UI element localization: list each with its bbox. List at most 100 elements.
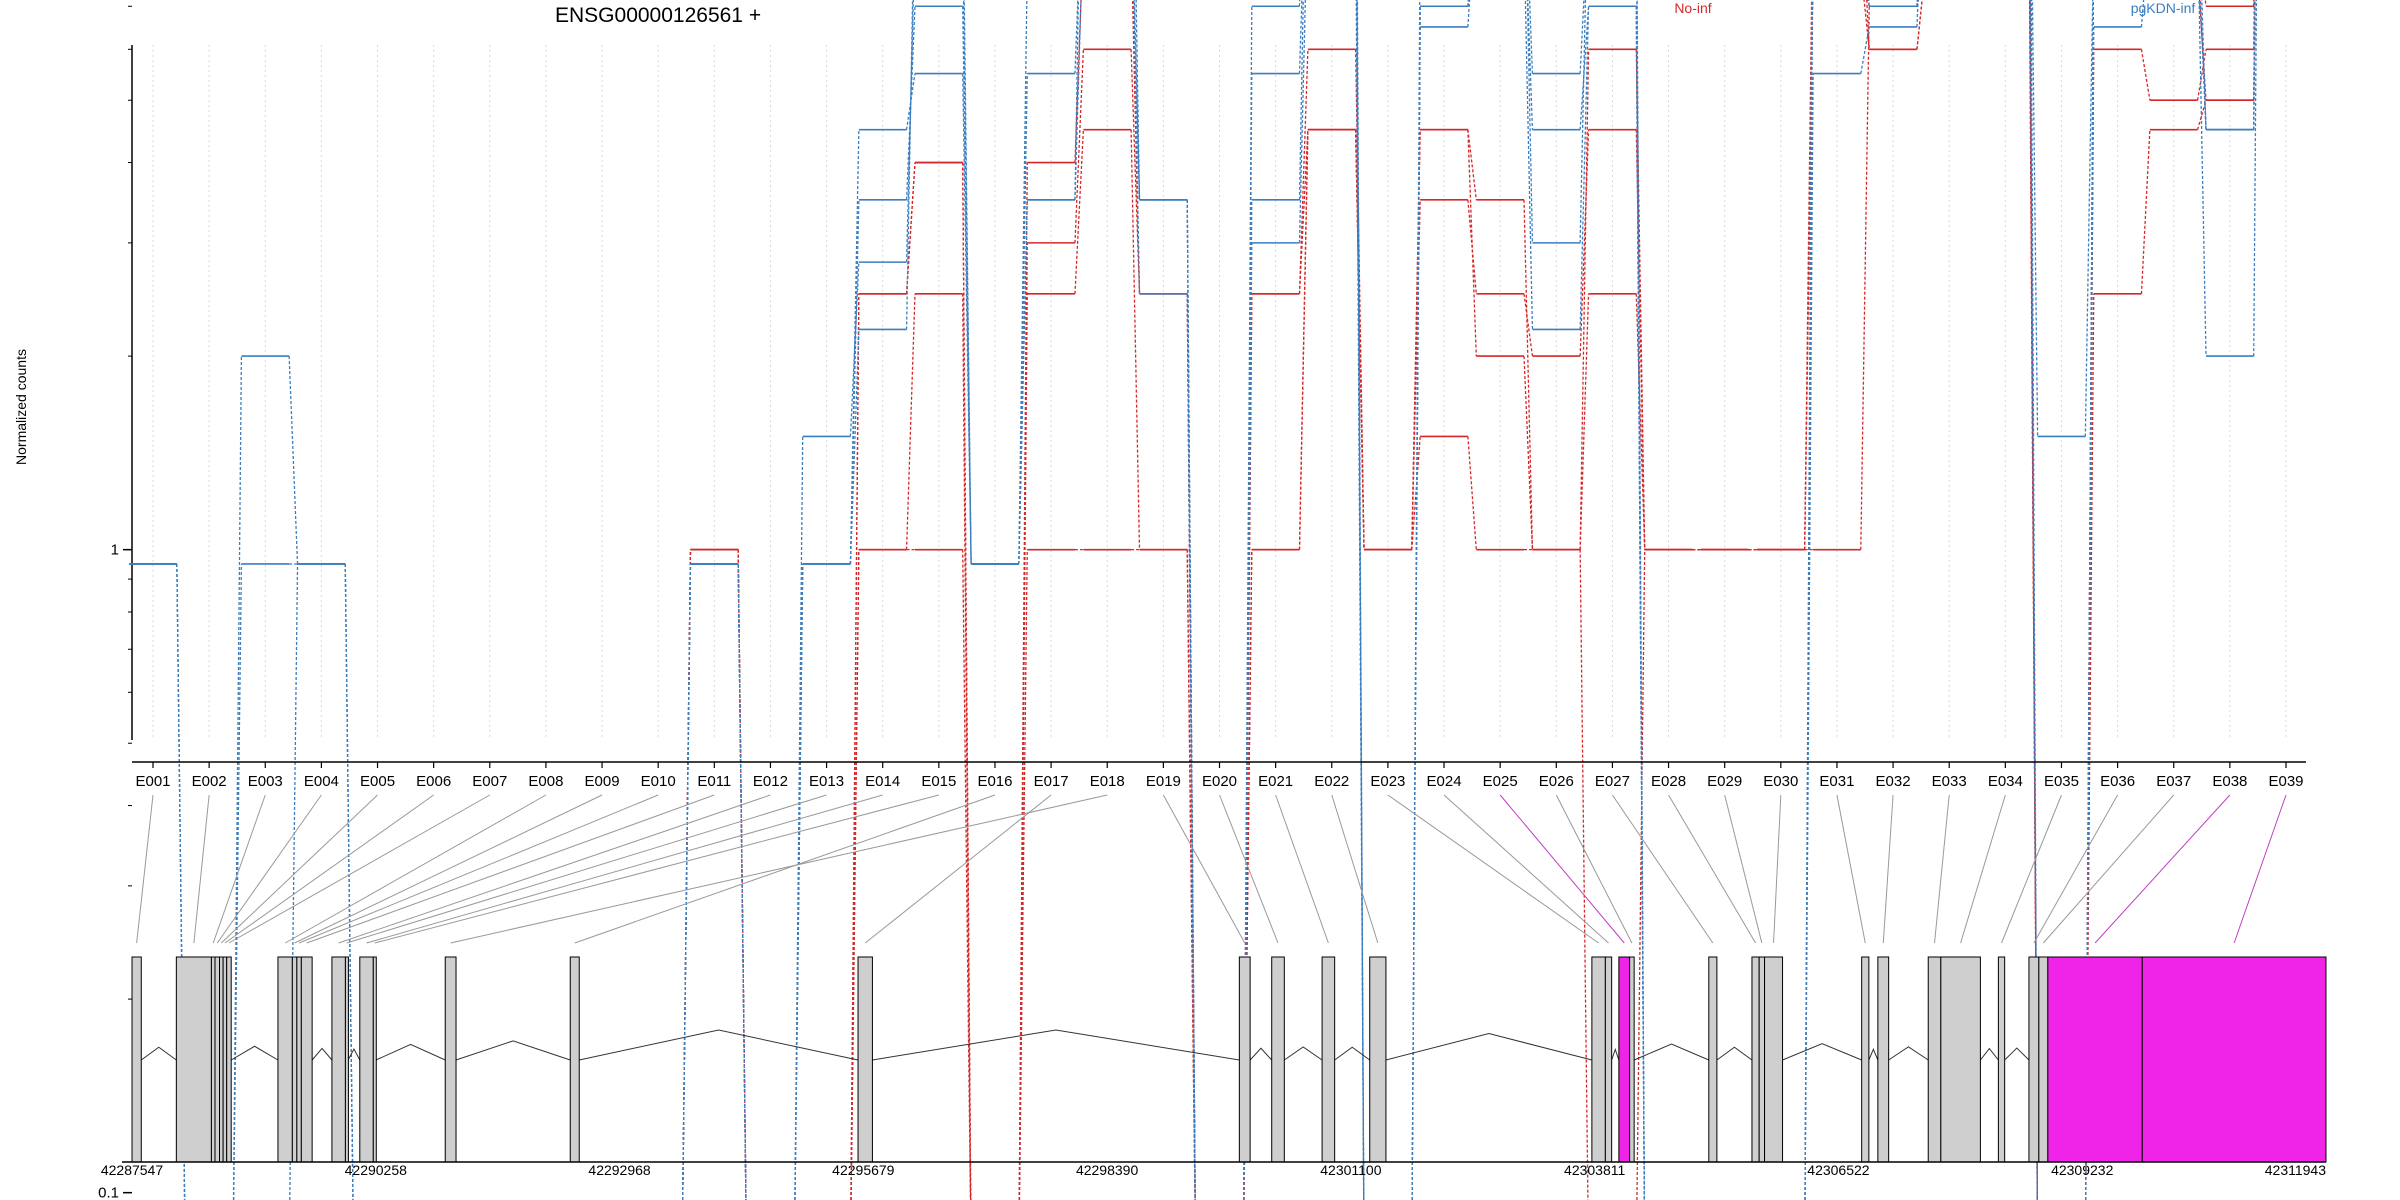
- series-transition: [962, 549, 972, 1200]
- x-tick-label-e006: E006: [416, 773, 451, 790]
- exon-box-e004: [214, 956, 221, 1163]
- intron-line: [579, 1029, 859, 1061]
- exon-box-e002: [175, 956, 212, 1163]
- exon-box-e033: [1927, 956, 1942, 1163]
- exon-box-e023: [1591, 956, 1606, 1163]
- x-tick-label-e007: E007: [472, 773, 507, 790]
- x-tick-label-e023: E023: [1370, 773, 1405, 790]
- series-transition: [288, 356, 299, 565]
- genomic-coordinate-label: 42303811: [1564, 1162, 1625, 1178]
- x-tick-label-e020: E020: [1202, 773, 1237, 790]
- x-tick-label-e014: E014: [865, 773, 900, 790]
- y-tick-label: 1: [111, 542, 119, 559]
- series-transition: [1298, 49, 1309, 294]
- series-transition: [344, 563, 354, 1200]
- y-tick-label: 0.1: [98, 1185, 119, 1200]
- series-transition: [1635, 6, 1645, 1200]
- series-transition: [1579, 0, 1585, 74]
- series-transition: [2199, 0, 2207, 130]
- x-tick-label-e029: E029: [1707, 773, 1742, 790]
- intron-line: [1888, 1046, 1929, 1061]
- series-transition: [1523, 199, 1534, 550]
- series-transition: [1074, 129, 1085, 294]
- genomic-coordinate-label: 42290258: [345, 1162, 408, 1178]
- connector-e019: [1162, 794, 1246, 944]
- exon-connector-lines: [136, 794, 2287, 944]
- connector-e014: [366, 794, 883, 944]
- series-transition: [794, 563, 804, 1200]
- exon-box-e035: [1997, 956, 2006, 1163]
- exon-box-e007: [226, 956, 232, 1163]
- connector-e035: [2001, 794, 2062, 944]
- exon-box-e019: [1238, 956, 1251, 1163]
- connector-e031: [1836, 794, 1866, 944]
- x-tick-label-e024: E024: [1427, 773, 1462, 790]
- connector-e006: [224, 794, 434, 944]
- series-transition: [1526, 0, 1534, 243]
- series-transition: [1018, 293, 1028, 1200]
- exon-box-e029: [1758, 956, 1766, 1163]
- series-transition: [1866, 0, 1870, 50]
- exon-box-e017: [857, 956, 873, 1163]
- series-transition: [1804, 0, 1814, 1200]
- series-transition: [1298, 129, 1309, 294]
- series-transition: [1804, 73, 1814, 1200]
- exon-box-e015: [372, 956, 377, 1163]
- intron-line: [872, 1029, 1240, 1061]
- series-transition: [1411, 6, 1421, 1200]
- series-transition: [1467, 436, 1477, 550]
- connector-e017: [864, 794, 1052, 944]
- genomic-coordinate-label: 42309232: [2051, 1162, 2114, 1178]
- series-transition: [1243, 242, 1253, 1200]
- y-axis: 0.11103050100: [98, 5, 133, 1200]
- series-transition: [1804, 0, 1813, 1200]
- legend-label-no-inf: No-inf: [1674, 0, 1711, 16]
- series-transition: [2031, 0, 2039, 437]
- series-transition: [1467, 0, 1471, 27]
- exon-box-e032: [1877, 956, 1890, 1163]
- series-transition: [1804, 0, 1813, 1200]
- exon-box-e027: [1708, 956, 1718, 1163]
- connector-e022: [1331, 794, 1379, 944]
- x-tick-label-e008: E008: [528, 773, 563, 790]
- x-tick-label-e004: E004: [304, 773, 339, 790]
- series-transition: [849, 262, 860, 437]
- connector-e028: [1668, 794, 1756, 944]
- intron-line: [2004, 1047, 2030, 1061]
- connector-e033: [1934, 794, 1950, 944]
- x-tick-label-e019: E019: [1146, 773, 1181, 790]
- exon-box-e031: [1861, 956, 1870, 1163]
- intron-line: [1249, 1047, 1273, 1061]
- chart-title: ENSG00000126561 +: [555, 4, 761, 27]
- x-tick-label-e038: E038: [2212, 773, 2247, 790]
- series-transition: [1579, 293, 1590, 550]
- connector-e030: [1773, 794, 1782, 944]
- series-transition: [737, 563, 747, 1200]
- series-transition: [1523, 293, 1534, 357]
- series-transition: [232, 356, 243, 1200]
- series-transition: [849, 329, 860, 565]
- exon-box-e005: [219, 956, 224, 1163]
- exon-box-e018: [444, 956, 457, 1163]
- series-transition: [1579, 6, 1590, 330]
- x-tick-label-e018: E018: [1090, 773, 1125, 790]
- series-transition: [1355, 0, 1365, 1200]
- series-transition: [1018, 0, 1028, 564]
- genomic-coordinate-axis: 42287547 42290258 42292968 42295679 42298390…: [101, 1161, 2326, 1178]
- x-tick-label-e027: E027: [1595, 773, 1630, 790]
- series-transition: [1524, 0, 1534, 330]
- series-transition: [1860, 6, 1870, 550]
- exon-box-e036: [2028, 956, 2040, 1163]
- exon-box-e022: [1369, 956, 1387, 1163]
- series-transition: [1186, 293, 1196, 1200]
- x-tick-label-e030: E030: [1763, 773, 1798, 790]
- connector-e021: [1275, 794, 1329, 944]
- intron-line: [140, 1046, 177, 1061]
- exon-box-e001: [131, 956, 142, 1163]
- series-transition: [1411, 0, 1421, 1200]
- connector-e007: [228, 794, 491, 944]
- series-transition: [2140, 49, 2151, 101]
- series-transition: [1579, 6, 1590, 130]
- series-transition: [1916, 0, 1923, 50]
- genomic-coordinate-label: 42298390: [1076, 1162, 1139, 1178]
